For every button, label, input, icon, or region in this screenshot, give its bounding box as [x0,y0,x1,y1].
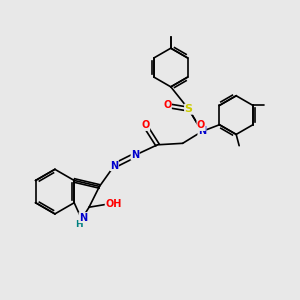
Text: N: N [131,150,139,160]
Text: N: N [79,213,87,223]
Text: O: O [197,121,205,130]
Text: H: H [75,220,83,229]
Text: S: S [184,104,193,114]
Text: N: N [110,160,118,171]
Text: O: O [141,121,150,130]
Text: OH: OH [105,199,122,209]
Text: O: O [163,100,171,110]
Text: N: N [198,126,206,136]
